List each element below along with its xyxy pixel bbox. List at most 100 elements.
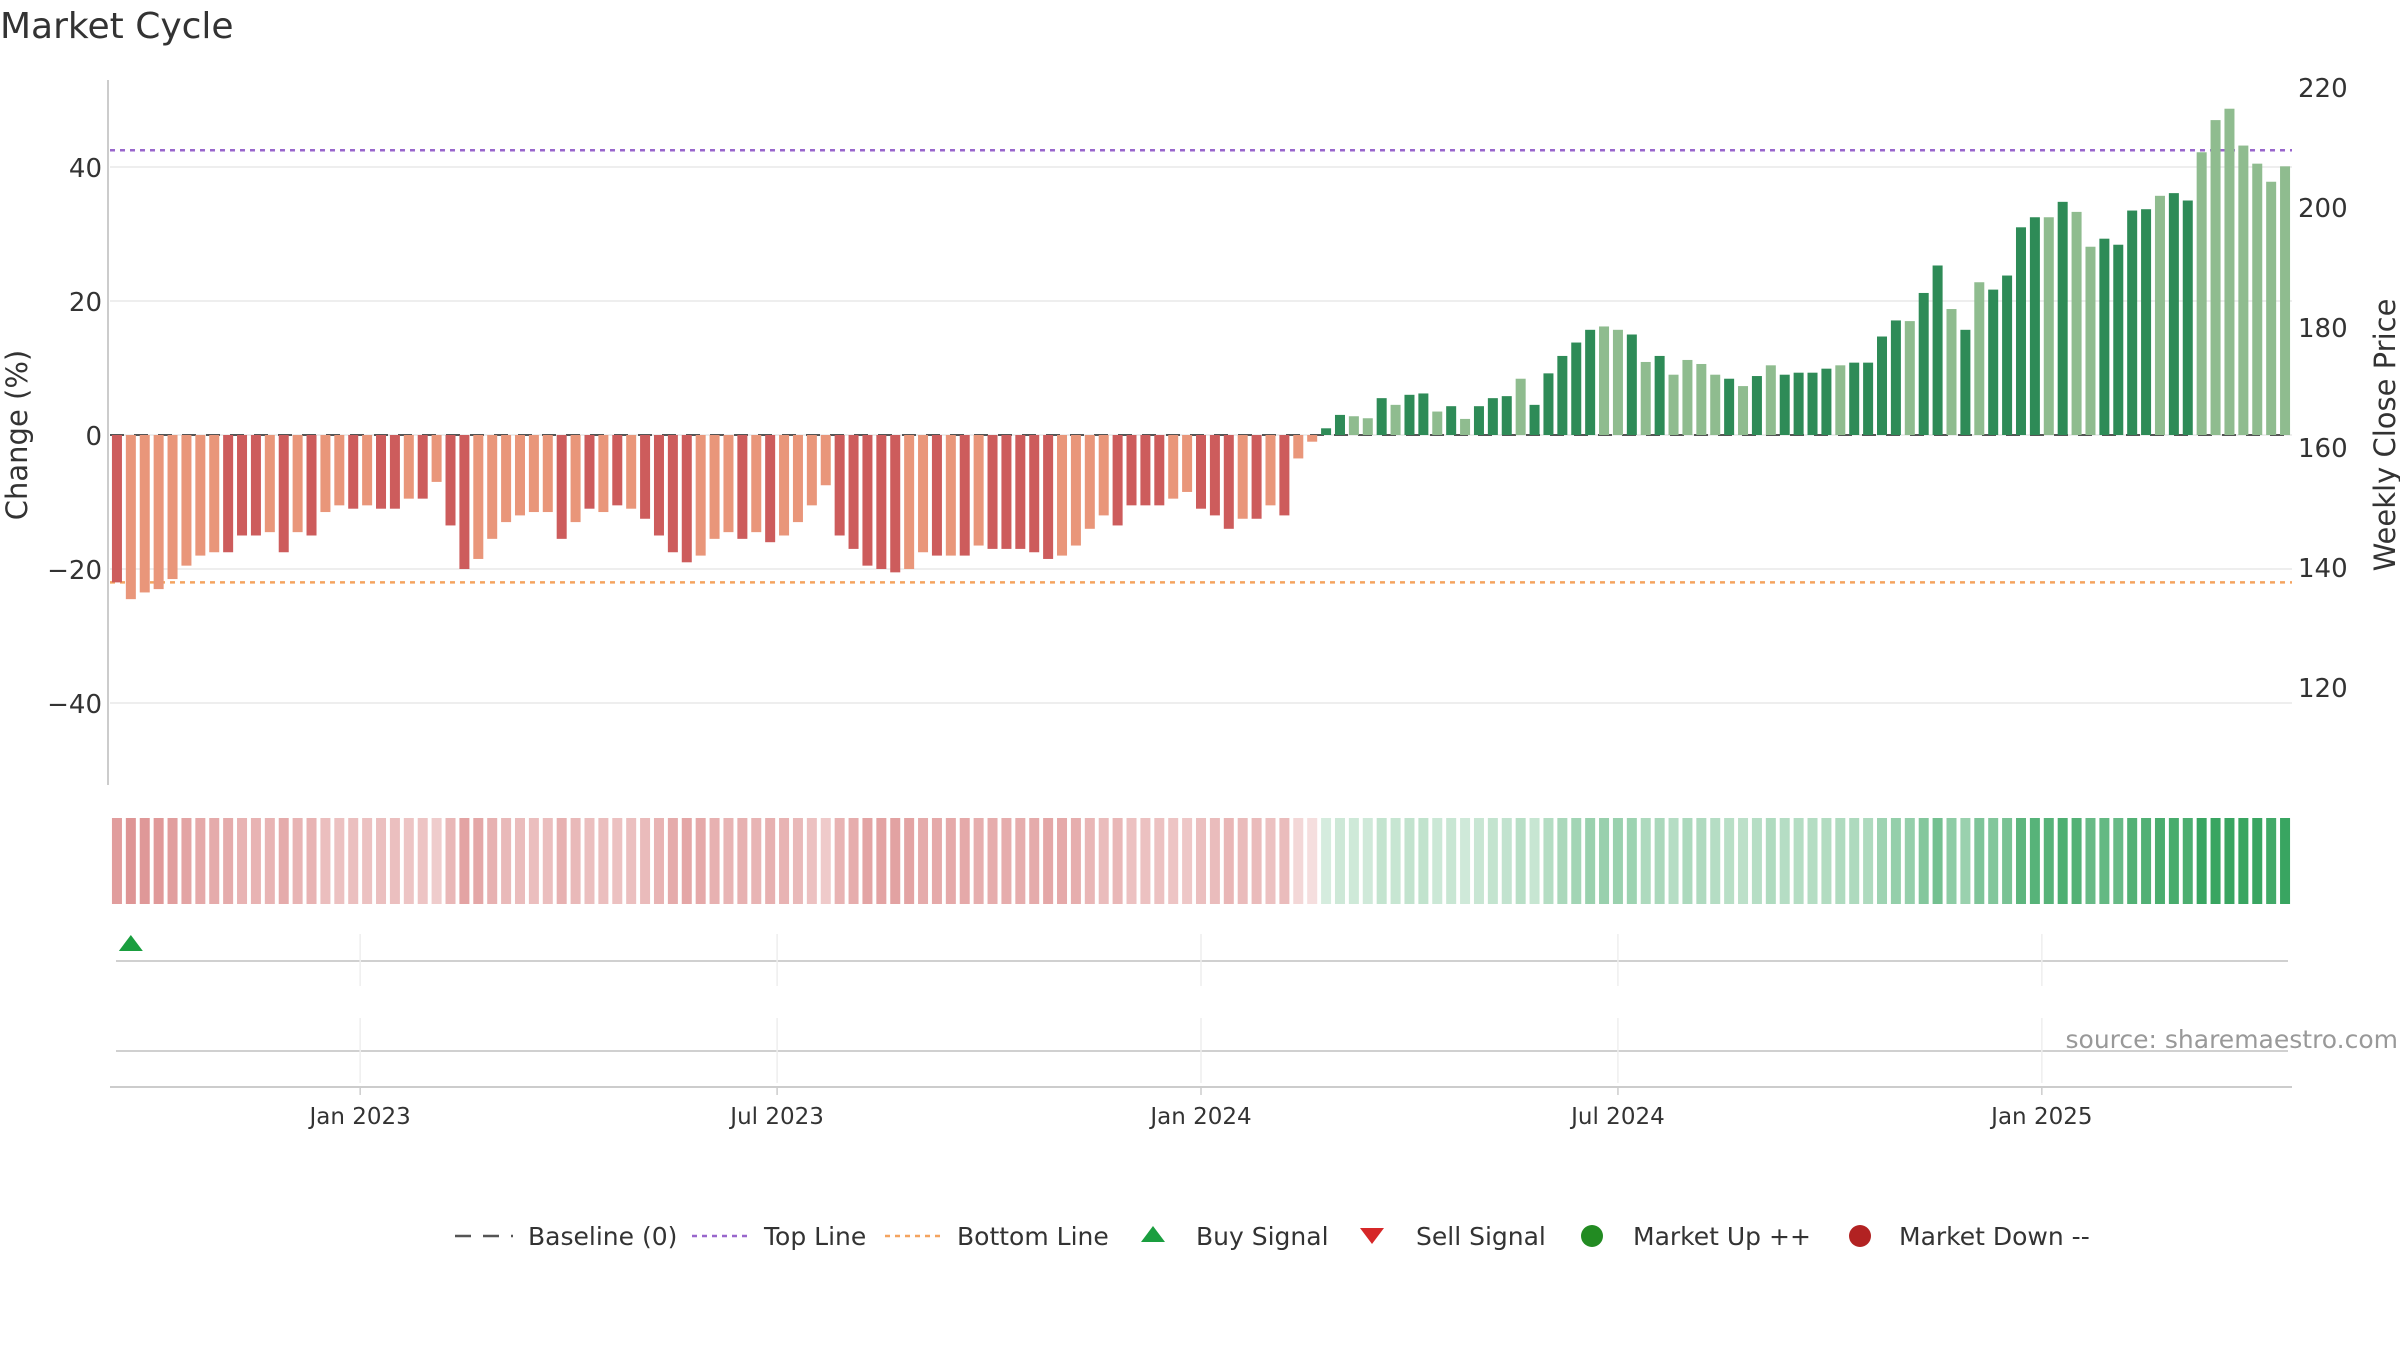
strip-cell	[1877, 818, 1888, 904]
bar	[1307, 435, 1318, 442]
strip-cell	[1751, 818, 1762, 904]
strip-cell	[862, 818, 873, 904]
strip-cell	[223, 818, 234, 904]
strip-cell	[139, 818, 150, 904]
strip-cell	[2168, 818, 2179, 904]
strip-cell	[542, 818, 553, 904]
strip-cell	[918, 818, 929, 904]
bar	[403, 435, 414, 499]
strip-cell	[737, 818, 748, 904]
bar	[1043, 435, 1054, 559]
bar	[2113, 244, 2124, 435]
y-right-tick-label: 180	[2298, 314, 2348, 344]
bar	[598, 435, 609, 513]
bar	[1932, 265, 1943, 435]
bar	[1807, 372, 1818, 435]
bar	[612, 435, 623, 506]
bar	[820, 435, 831, 486]
bar	[848, 435, 859, 549]
bar	[918, 435, 929, 553]
bar	[1334, 414, 1345, 435]
y-left-tick-label: −20	[47, 556, 102, 586]
strip-cell	[2127, 818, 2138, 904]
strip-cell	[209, 818, 220, 904]
bar	[1057, 435, 1068, 556]
bar	[250, 435, 261, 536]
signal-panel	[110, 934, 2292, 1095]
bar	[973, 435, 984, 546]
bar	[1015, 435, 1026, 549]
bar	[1849, 362, 1860, 435]
bar	[487, 435, 498, 539]
strip-cell	[2196, 818, 2207, 904]
strip-cell	[1279, 818, 1290, 904]
bar	[1738, 386, 1749, 435]
strip-cell	[1932, 818, 1943, 904]
strip-cell	[1418, 818, 1429, 904]
bar	[1237, 435, 1248, 519]
strip-cell	[834, 818, 845, 904]
bar	[1515, 378, 1526, 435]
strip-cell	[1585, 818, 1596, 904]
strip-cell	[1890, 818, 1901, 904]
strip-cell	[1154, 818, 1165, 904]
strip-cell	[1140, 818, 1151, 904]
strip-cell	[779, 818, 790, 904]
bar	[1460, 418, 1471, 435]
strip-cell	[1265, 818, 1276, 904]
bar	[1140, 435, 1151, 506]
bar	[1612, 329, 1623, 435]
bar	[806, 435, 817, 506]
strip-cell	[1724, 818, 1735, 904]
bar	[1404, 394, 1415, 435]
bar	[904, 435, 915, 569]
strip-cell	[1209, 818, 1220, 904]
strip-cell	[612, 818, 623, 904]
bar	[584, 435, 595, 509]
strip-cell	[111, 818, 122, 904]
bar	[890, 435, 901, 573]
strip-cell	[959, 818, 970, 904]
x-tick-label: Jan 2024	[1148, 1104, 1251, 1130]
strip-cell	[403, 818, 414, 904]
strip-cell	[2210, 818, 2221, 904]
bar	[125, 435, 136, 600]
legend-label: Baseline (0)	[528, 1222, 677, 1251]
strip-cell	[1112, 818, 1123, 904]
strip-cell	[1070, 818, 1081, 904]
bar	[556, 435, 567, 539]
bar	[1001, 435, 1012, 549]
strip-cell	[1904, 818, 1915, 904]
strip-cell	[1599, 818, 1610, 904]
bar	[945, 435, 956, 556]
bar	[1599, 326, 1610, 435]
bar	[1626, 334, 1637, 435]
strip-cell	[528, 818, 539, 904]
bar	[376, 435, 387, 509]
bar	[473, 435, 484, 559]
strip-cell	[487, 818, 498, 904]
bar	[2015, 227, 2026, 435]
strip-cell	[181, 818, 192, 904]
strip-cell	[598, 818, 609, 904]
bar	[501, 435, 512, 523]
strip-cell	[1501, 818, 1512, 904]
bar	[1098, 435, 1109, 516]
x-tick-label: Jul 2024	[1569, 1104, 1665, 1130]
bar	[792, 435, 803, 523]
strip-cell	[362, 818, 373, 904]
legend-label: Top Line	[763, 1222, 866, 1251]
legend-item-bottom: Bottom Line	[885, 1222, 1109, 1251]
strip-cell	[709, 818, 720, 904]
legend-label: Market Down --	[1899, 1222, 2090, 1251]
buy-signal-marker	[118, 935, 143, 951]
strip-cell	[556, 818, 567, 904]
strip-cell	[570, 818, 581, 904]
strip-cell	[417, 818, 428, 904]
strip-cell	[1237, 818, 1248, 904]
strip-cell	[1432, 818, 1443, 904]
bar	[278, 435, 289, 553]
bar	[640, 435, 651, 519]
